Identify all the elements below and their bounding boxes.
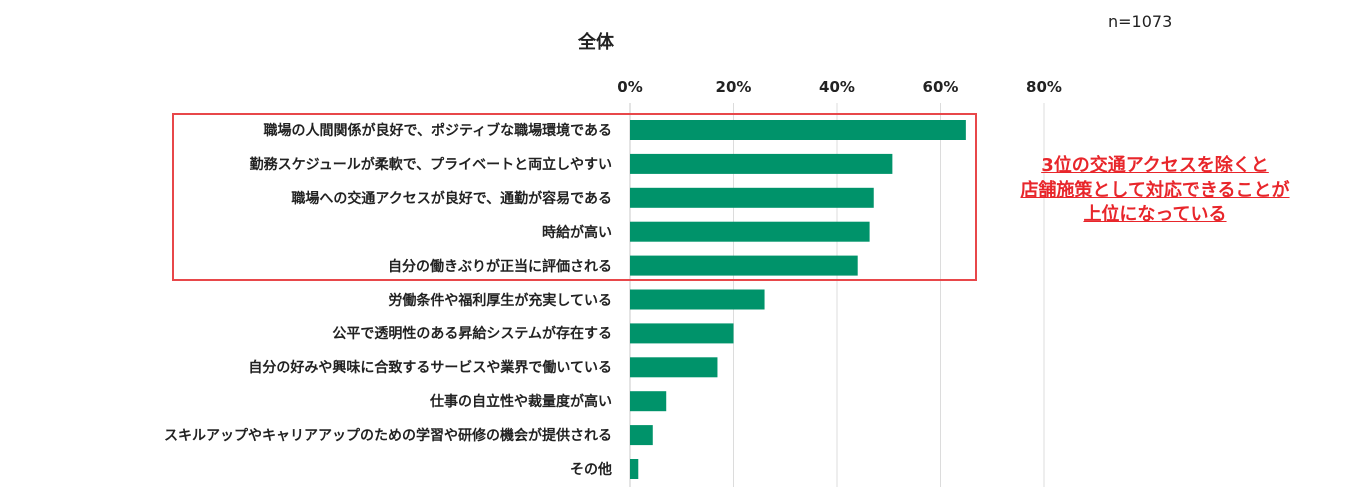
x-tick-label: 20% bbox=[715, 78, 752, 96]
x-tick-label: 60% bbox=[922, 78, 959, 96]
category-label: スキルアップやキャリアアップのための学習や研修の機会が提供される bbox=[164, 428, 612, 445]
bar bbox=[630, 391, 667, 412]
category-label: 自分の好みや興味に合致するサービスや業界で働いている bbox=[248, 360, 612, 377]
bar bbox=[630, 289, 765, 310]
bar bbox=[630, 221, 870, 242]
bar bbox=[630, 357, 718, 378]
bar bbox=[630, 153, 893, 174]
category-label: 公平で透明性のある昇給システムが存在する bbox=[332, 326, 612, 343]
annotation-line: 上位になっている bbox=[1083, 204, 1227, 225]
category-label: 時給が高い bbox=[542, 224, 612, 241]
bar bbox=[630, 120, 966, 140]
category-label: 勤務スケジュールが柔軟で、プライベートと両立しやすい bbox=[249, 156, 612, 173]
bar bbox=[630, 255, 858, 276]
category-label: その他 bbox=[570, 462, 612, 478]
sample-size: n=1073 bbox=[1108, 12, 1173, 31]
bar bbox=[630, 425, 653, 446]
highlight-box bbox=[172, 113, 977, 281]
x-tick-label: 40% bbox=[819, 78, 855, 96]
bar bbox=[630, 187, 874, 208]
category-label: 自分の働きぶりが正当に評価される bbox=[388, 258, 612, 275]
annotation: 3位の交通アクセスを除くと 店舗施策として対応できることが 上位になっている bbox=[990, 154, 1320, 228]
bar bbox=[630, 323, 734, 344]
category-label: 職場への交通アクセスが良好で、通勤が容易である bbox=[291, 190, 612, 207]
category-label: 労働条件や福利厚生が充実している bbox=[388, 292, 612, 309]
annotation-line: 3位の交通アクセスを除くと bbox=[1041, 155, 1269, 176]
category-label: 仕事の自立性や裁量度が高い bbox=[430, 394, 612, 411]
chart-title: 全体 bbox=[578, 32, 614, 53]
x-tick-label: 80% bbox=[1026, 78, 1062, 96]
annotation-line: 店舗施策として対応できることが bbox=[1020, 179, 1290, 201]
bar bbox=[630, 459, 639, 479]
x-tick-label: 0% bbox=[617, 78, 643, 96]
category-label: 職場の人間関係が良好で、ポジティブな職場環境である bbox=[263, 123, 612, 139]
